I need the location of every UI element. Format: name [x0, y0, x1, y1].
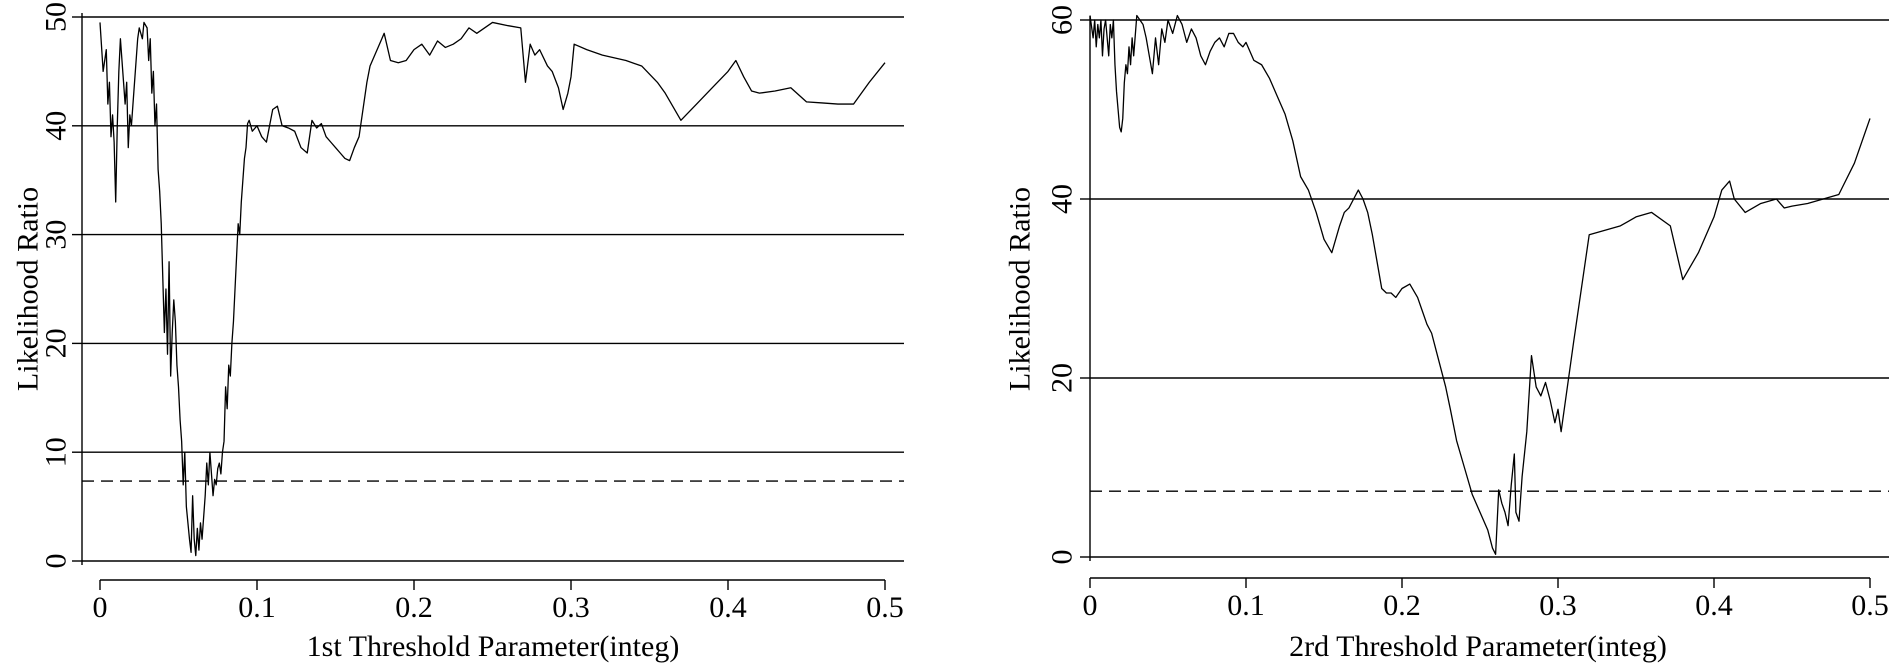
x-tick-label-0: 0 [93, 591, 108, 624]
x-tick-label-5: 0.5 [1851, 589, 1889, 622]
x-tick-label-4: 0.4 [1695, 589, 1733, 622]
x-tick-label-1: 0.1 [1227, 589, 1265, 622]
y-tick-label-3: 60 [1046, 5, 1079, 35]
x-axis-title: 2rd Threshold Parameter(integ) [1289, 630, 1667, 663]
x-tick-label-3: 0.3 [552, 591, 590, 624]
y-tick-label-4: 40 [40, 111, 73, 141]
x-tick-label-2: 0.2 [1383, 589, 1421, 622]
y-tick-label-1: 10 [40, 437, 73, 467]
x-tick-label-2: 0.2 [395, 591, 433, 624]
x-tick-label-4: 0.4 [709, 591, 747, 624]
y-tick-label-2: 20 [40, 328, 73, 358]
series-line-0 [1089, 14, 1871, 555]
y-tick-label-3: 30 [40, 220, 73, 250]
x-tick-label-0: 0 [1083, 589, 1098, 622]
series-line-0 [99, 21, 886, 557]
y-axis-title: Likelihood Ratio [12, 187, 45, 391]
x-tick-label-5: 0.5 [866, 591, 904, 624]
chart-second-threshold: 0 20 40 60 0 0.1 0.2 0.3 0.4 0.5 2rd Threshold Par… [1004, 5, 1889, 663]
x-axis-title: 1st Threshold Parameter(integ) [307, 630, 680, 663]
y-tick-label-5: 50 [40, 2, 73, 32]
chart-first-threshold: 0 10 20 30 40 50 0 0.1 0.2 0.3 0.4 0.5 1st Threshold… [12, 2, 904, 663]
y-tick-label-0: 0 [40, 554, 73, 569]
y-tick-label-1: 20 [1046, 363, 1079, 393]
y-tick-label-2: 40 [1046, 184, 1079, 214]
x-tick-label-3: 0.3 [1539, 589, 1577, 622]
x-tick-label-1: 0.1 [238, 591, 276, 624]
y-tick-label-0: 0 [1046, 550, 1079, 565]
y-axis-title: Likelihood Ratio [1004, 187, 1037, 391]
